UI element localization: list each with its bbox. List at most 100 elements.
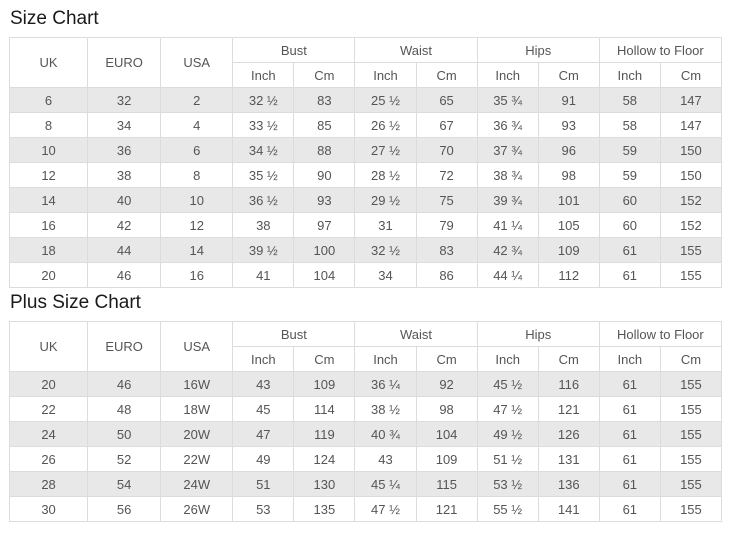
table-cell: 152	[659, 212, 723, 238]
table-cell: 47	[232, 421, 295, 447]
table-row: 20 46 16 41 104 34 86 44 ¼ 112 61 155	[8, 262, 723, 288]
unit-header: Inch	[598, 346, 661, 372]
table-cell: 14	[160, 237, 234, 263]
table-cell: 147	[659, 87, 723, 113]
unit-header: Inch	[598, 62, 661, 88]
column-group-header: Bust	[232, 321, 356, 347]
table-cell: 100	[293, 237, 356, 263]
table-cell: 28	[8, 471, 89, 497]
table-cell: 121	[537, 396, 600, 422]
table-cell: 112	[537, 262, 600, 288]
table-cell: 155	[659, 446, 723, 472]
table-cell: 42 ¾	[476, 237, 539, 263]
table-cell: 49	[232, 446, 295, 472]
table-cell: 29 ½	[354, 187, 417, 213]
table-cell: 14	[8, 187, 89, 213]
table-row: 6 32 2 32 ½ 83 25 ½ 65 35 ¾ 91 58 147	[8, 87, 723, 113]
table-cell: 32 ½	[232, 87, 295, 113]
table-cell: 20	[8, 371, 89, 397]
column-header: USA	[160, 37, 234, 88]
table-cell: 60	[598, 212, 661, 238]
table-cell: 85	[293, 112, 356, 138]
table-cell: 61	[598, 396, 661, 422]
table-cell: 88	[293, 137, 356, 163]
table-row: 8 34 4 33 ½ 85 26 ½ 67 36 ¾ 93 58 147	[8, 112, 723, 138]
column-group-header: Waist	[354, 37, 478, 63]
column-group-header: Hollow to Floor	[598, 37, 723, 63]
table-cell: 18W	[160, 396, 234, 422]
table-cell: 34	[354, 262, 417, 288]
table-cell: 53 ½	[476, 471, 539, 497]
table-cell: 51	[232, 471, 295, 497]
column-group-header: Bust	[232, 37, 356, 63]
table-cell: 61	[598, 371, 661, 397]
table-cell: 70	[415, 137, 478, 163]
table-cell: 65	[415, 87, 478, 113]
table-cell: 36 ¼	[354, 371, 417, 397]
table-cell: 38 ¾	[476, 162, 539, 188]
table-cell: 150	[659, 162, 723, 188]
table-cell: 38 ½	[354, 396, 417, 422]
column-header: UK	[8, 321, 89, 372]
table-cell: 61	[598, 471, 661, 497]
table-cell: 48	[87, 396, 162, 422]
table-cell: 96	[537, 137, 600, 163]
table-cell: 2	[160, 87, 234, 113]
table-cell: 6	[160, 137, 234, 163]
unit-header: Inch	[232, 346, 295, 372]
table-cell: 37 ¾	[476, 137, 539, 163]
table-cell: 45 ½	[476, 371, 539, 397]
table-cell: 47 ½	[354, 496, 417, 522]
table-cell: 61	[598, 496, 661, 522]
table-cell: 115	[415, 471, 478, 497]
table-cell: 27 ½	[354, 137, 417, 163]
table-cell: 47 ½	[476, 396, 539, 422]
table-cell: 155	[659, 471, 723, 497]
table-cell: 26	[8, 446, 89, 472]
table-cell: 39 ¾	[476, 187, 539, 213]
table-cell: 155	[659, 237, 723, 263]
table-row: 26 52 22W 49 124 43 109 51 ½ 131 61 155	[8, 446, 723, 472]
unit-header: Inch	[354, 346, 417, 372]
table-cell: 20W	[160, 421, 234, 447]
table-cell: 114	[293, 396, 356, 422]
column-header: USA	[160, 321, 234, 372]
table-cell: 55 ½	[476, 496, 539, 522]
table-cell: 41	[232, 262, 295, 288]
table-cell: 104	[293, 262, 356, 288]
table-cell: 50	[87, 421, 162, 447]
table-cell: 121	[415, 496, 478, 522]
header-row-units: Inch Cm Inch Cm Inch Cm Inch Cm	[10, 62, 723, 88]
unit-header: Cm	[659, 62, 723, 88]
table-cell: 8	[160, 162, 234, 188]
unit-header: Cm	[415, 62, 478, 88]
table-cell: 38	[87, 162, 162, 188]
table-cell: 155	[659, 396, 723, 422]
table-cell: 22W	[160, 446, 234, 472]
table-cell: 98	[415, 396, 478, 422]
table-cell: 130	[293, 471, 356, 497]
table-cell: 83	[293, 87, 356, 113]
table-cell: 16W	[160, 371, 234, 397]
size-chart-table: UK EURO USA Bust Waist Hips Hollow to Floor Inc…	[8, 37, 723, 288]
table-cell: 152	[659, 187, 723, 213]
table-cell: 40	[87, 187, 162, 213]
table-cell: 36 ½	[232, 187, 295, 213]
unit-header: Cm	[293, 62, 356, 88]
table-cell: 155	[659, 371, 723, 397]
table-cell: 43	[354, 446, 417, 472]
table-cell: 36	[87, 137, 162, 163]
table-body: 20 46 16W 43 109 36 ¼ 92 45 ½ 116 61 155 22 48 18W 45 1…	[8, 371, 723, 522]
table-cell: 38	[232, 212, 295, 238]
plus-size-chart-section: Plus Size Chart UK EURO USA Bust Waist Hips Ho…	[8, 292, 723, 522]
unit-header: Inch	[354, 62, 417, 88]
table-cell: 131	[537, 446, 600, 472]
table-cell: 109	[415, 446, 478, 472]
table-cell: 109	[537, 237, 600, 263]
header-row-groups: UK EURO USA Bust Waist Hips Hollow to Floor	[8, 321, 723, 372]
size-chart-title: Size Chart	[10, 8, 99, 29]
table-cell: 93	[293, 187, 356, 213]
table-cell: 16	[160, 262, 234, 288]
table-cell: 61	[598, 262, 661, 288]
table-cell: 155	[659, 421, 723, 447]
